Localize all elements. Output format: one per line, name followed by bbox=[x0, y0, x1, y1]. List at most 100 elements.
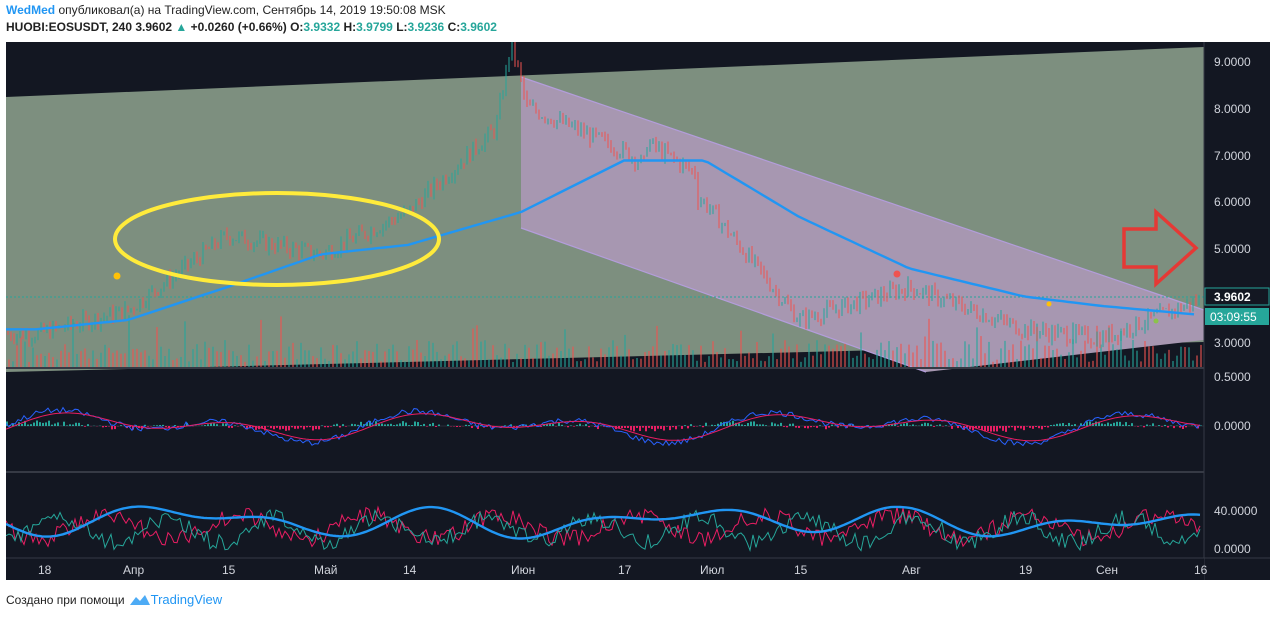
volume-bar bbox=[164, 355, 166, 368]
volume-bar bbox=[896, 347, 898, 368]
volume-bar bbox=[372, 351, 374, 368]
volume-bar bbox=[480, 341, 482, 368]
macd-bar bbox=[306, 426, 308, 428]
macd-bar bbox=[750, 421, 752, 426]
countdown-label: 03:09:55 bbox=[1210, 310, 1257, 324]
macd-bar bbox=[546, 424, 548, 426]
last-price-badge bbox=[1204, 287, 1270, 306]
macd-bar bbox=[813, 426, 815, 427]
volume-bar bbox=[1112, 344, 1114, 368]
macd-pane[interactable] bbox=[5, 406, 1204, 447]
volume-bar bbox=[148, 355, 150, 368]
volume-bar bbox=[536, 344, 538, 368]
volume-bar bbox=[932, 340, 934, 368]
volume-bar bbox=[1040, 358, 1042, 368]
macd-bar bbox=[384, 424, 386, 426]
volume-bar bbox=[1048, 345, 1050, 368]
volume-bar bbox=[456, 341, 458, 368]
volume-bar bbox=[88, 358, 90, 368]
volume-bar bbox=[604, 354, 606, 368]
volume-bar bbox=[272, 351, 274, 368]
volume-bar bbox=[968, 344, 970, 368]
volume-bar bbox=[1060, 354, 1062, 368]
volume-bar bbox=[128, 315, 130, 368]
price-axis[interactable]: 9.0000 8.0000 7.0000 6.0000 5.0000 3.000… bbox=[1204, 55, 1270, 556]
volume-bar bbox=[716, 352, 718, 368]
macd-bar bbox=[666, 426, 668, 427]
close-value: 3.9602 bbox=[460, 20, 497, 34]
volume-bar bbox=[112, 352, 114, 368]
volume-bar bbox=[956, 361, 958, 368]
volume-bar bbox=[132, 349, 134, 368]
macd-bar bbox=[1002, 426, 1004, 431]
volume-bar bbox=[92, 350, 94, 368]
volume-bar bbox=[632, 359, 634, 368]
red-arrow-icon[interactable] bbox=[1122, 208, 1199, 288]
macd-bar bbox=[1038, 426, 1040, 429]
moving-average-line[interactable] bbox=[6, 159, 1195, 331]
volume-bar bbox=[972, 358, 974, 368]
volume-bar bbox=[260, 319, 262, 368]
chart-container[interactable]: 9.0000 8.0000 7.0000 6.0000 5.0000 3.000… bbox=[5, 35, 1270, 580]
macd-bar bbox=[291, 426, 293, 428]
macd-bar bbox=[933, 426, 935, 427]
macd-bar bbox=[849, 424, 851, 426]
macd-bar bbox=[909, 425, 911, 426]
volume-bar bbox=[12, 361, 14, 368]
macd-bar bbox=[390, 423, 392, 426]
time-tick: 17 bbox=[618, 563, 632, 577]
macd-bar bbox=[447, 424, 449, 426]
macd-bar bbox=[51, 424, 53, 426]
volume-bar bbox=[844, 343, 846, 368]
volume-bar bbox=[352, 351, 354, 368]
yellow-ellipse[interactable] bbox=[113, 191, 441, 287]
volume-bar bbox=[1088, 361, 1090, 368]
author-name[interactable]: WedMed bbox=[6, 3, 56, 17]
volume-bar bbox=[124, 353, 126, 368]
volume-bar bbox=[196, 344, 198, 368]
volume-bar bbox=[680, 344, 682, 368]
volume-bar bbox=[100, 352, 102, 368]
price-pane[interactable] bbox=[6, 35, 1205, 373]
macd-bar bbox=[828, 426, 830, 428]
oscillator-pane[interactable] bbox=[5, 505, 1201, 552]
volume-bar bbox=[636, 357, 638, 368]
volume-bar bbox=[624, 334, 626, 368]
price-tick: 6.0000 bbox=[1214, 195, 1251, 209]
volume-bar bbox=[64, 344, 66, 368]
volume-bar bbox=[752, 358, 754, 368]
volume-bar bbox=[540, 342, 542, 368]
volume-bar bbox=[784, 340, 786, 368]
chart-svg[interactable]: 9.0000 8.0000 7.0000 6.0000 5.0000 3.000… bbox=[5, 35, 1270, 580]
macd-bar bbox=[30, 424, 32, 426]
volume-bar bbox=[392, 344, 394, 368]
volume-bar bbox=[96, 358, 98, 368]
tradingview-cloud-icon bbox=[129, 594, 150, 605]
volume-bar bbox=[428, 341, 430, 368]
volume-bar bbox=[488, 359, 490, 368]
macd-bar bbox=[303, 426, 305, 430]
macd-bar bbox=[1014, 426, 1016, 431]
macd-bar bbox=[285, 426, 287, 431]
macd-bar bbox=[387, 424, 389, 426]
macd-bar bbox=[282, 426, 284, 429]
channel-bottom-line[interactable] bbox=[520, 227, 927, 373]
volume-bar bbox=[868, 357, 870, 368]
macd-bar bbox=[12, 423, 14, 426]
volume-bar bbox=[712, 341, 714, 368]
macd-bar bbox=[795, 426, 797, 428]
oscillator-line-green bbox=[5, 508, 1201, 552]
time-axis[interactable]: 18 Апр 15 Май 14 Июн 17 Июл 15 Авг 19 Се… bbox=[38, 563, 1208, 577]
macd-bar bbox=[732, 420, 734, 426]
macd-bar bbox=[75, 422, 77, 426]
macd-bar bbox=[1107, 422, 1109, 426]
volume-bar bbox=[268, 351, 270, 368]
channel-top-line[interactable] bbox=[520, 76, 1205, 311]
macd-bar bbox=[1071, 424, 1073, 426]
volume-bar bbox=[60, 350, 62, 368]
volume-bar bbox=[516, 353, 518, 368]
volume-bar bbox=[772, 333, 774, 368]
volume-bar bbox=[816, 340, 818, 368]
macd-bar bbox=[1164, 424, 1166, 426]
tradingview-logo[interactable]: TradingView bbox=[129, 592, 222, 607]
